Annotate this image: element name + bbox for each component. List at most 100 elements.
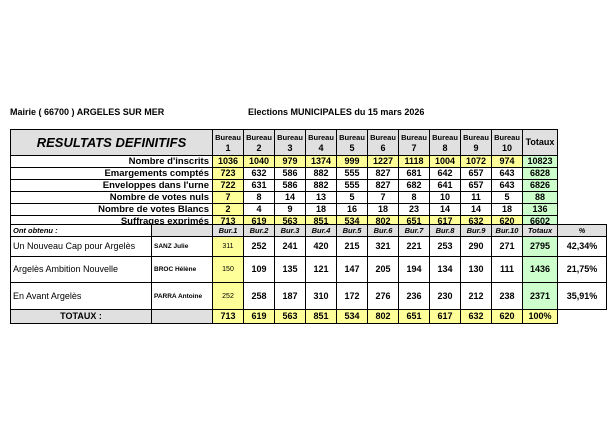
cell-value: 1227 xyxy=(367,155,399,168)
cell-value: 7 xyxy=(367,191,399,204)
vote-count: 111 xyxy=(491,256,523,283)
list-row: Argelès Ambition Nouvelle BROC Hélène 150 1… xyxy=(10,256,607,283)
list-percent: 21,75% xyxy=(557,256,607,283)
cell-value: 643 xyxy=(491,179,523,192)
row-label: Emargements comptés xyxy=(10,167,213,180)
bureau-header: Bureau 2 xyxy=(243,129,275,156)
totaux-value: 851 xyxy=(305,309,337,324)
cell-value: 632 xyxy=(243,167,275,180)
cell-value: 14 xyxy=(460,203,492,216)
cell-value: 1374 xyxy=(305,155,337,168)
candidate-name: BROC Hélène xyxy=(151,256,213,283)
totaux-value: 617 xyxy=(429,309,461,324)
totals-header: Totaux xyxy=(522,224,558,237)
bureau-label: Bureau xyxy=(277,132,303,142)
cell-value: 643 xyxy=(491,167,523,180)
row-label: Enveloppes dans l'urne xyxy=(10,179,213,192)
list-percent: 35,91% xyxy=(557,282,607,310)
bureau-header: Bureau 10 xyxy=(491,129,523,156)
cell-value: 18 xyxy=(367,203,399,216)
row-total: 136 xyxy=(522,203,558,216)
cell-value: 11 xyxy=(460,191,492,204)
party-name: Un Nouveau Cap pour Argelès xyxy=(10,236,152,257)
totaux-value: 563 xyxy=(274,309,306,324)
totaux-value: 651 xyxy=(398,309,430,324)
vote-count: 236 xyxy=(398,282,430,310)
bureau-number: 8 xyxy=(442,142,448,153)
vote-count: 130 xyxy=(460,256,492,283)
cell-value: 999 xyxy=(336,155,368,168)
results-title: RESULTATS DEFINITIFS xyxy=(10,129,213,156)
bureau-label: Bureau xyxy=(246,132,272,142)
vote-count: 258 xyxy=(243,282,275,310)
bureau-number: 7 xyxy=(411,142,417,153)
vote-count: 230 xyxy=(429,282,461,310)
bureau-header: Bureau 5 xyxy=(336,129,368,156)
cell-value: 5 xyxy=(491,191,523,204)
cell-value: 882 xyxy=(305,179,337,192)
cell-value: 16 xyxy=(336,203,368,216)
list-total: 2795 xyxy=(522,236,558,257)
bureau-col-header: Bur.9 xyxy=(460,224,492,237)
cell-value: 18 xyxy=(305,203,337,216)
cell-value: 555 xyxy=(336,167,368,180)
cell-value: 1036 xyxy=(212,155,244,168)
cell-value: 586 xyxy=(274,179,306,192)
bureau-number: 5 xyxy=(349,142,355,153)
bureau-col-header: Bur.2 xyxy=(243,224,275,237)
table-row: Nombre d'inscrits 1036 1040 979 1374 999 1227 1… xyxy=(10,155,558,168)
percent-header: % xyxy=(557,224,607,237)
bureau-col-header: Bur.1 xyxy=(212,224,244,237)
bureau-number: 2 xyxy=(256,142,262,153)
bureau-header: Bureau 8 xyxy=(429,129,461,156)
cell-value: 657 xyxy=(460,167,492,180)
totaux-total: 100% xyxy=(522,309,558,324)
bureau-label: Bureau xyxy=(463,132,489,142)
vote-count: 310 xyxy=(305,282,337,310)
cell-value: 14 xyxy=(274,191,306,204)
cell-value: 682 xyxy=(398,179,430,192)
bureau-col-header: Bur.5 xyxy=(336,224,368,237)
cell-value: 9 xyxy=(274,203,306,216)
vote-count: 121 xyxy=(305,256,337,283)
cell-value: 18 xyxy=(491,203,523,216)
vote-count: 241 xyxy=(274,236,306,257)
vote-count: 212 xyxy=(460,282,492,310)
row-label: Nombre d'inscrits xyxy=(10,155,213,168)
vote-count: 252 xyxy=(212,282,244,310)
vote-count: 150 xyxy=(212,256,244,283)
bureau-label: Bureau xyxy=(370,132,396,142)
cell-value: 979 xyxy=(274,155,306,168)
bureau-number: 6 xyxy=(380,142,386,153)
bureau-col-header: Bur.4 xyxy=(305,224,337,237)
bureau-header: Bureau 3 xyxy=(274,129,306,156)
totaux-value: 619 xyxy=(243,309,275,324)
vote-count: 252 xyxy=(243,236,275,257)
table-row: Emargements comptés 723 632 586 882 555 827 681… xyxy=(10,167,558,180)
cell-value: 10 xyxy=(429,191,461,204)
vote-count: 290 xyxy=(460,236,492,257)
cell-value: 1040 xyxy=(243,155,275,168)
vote-count: 134 xyxy=(429,256,461,283)
cell-value: 974 xyxy=(491,155,523,168)
totaux-value: 620 xyxy=(491,309,523,324)
cell-value: 13 xyxy=(305,191,337,204)
table-row: Enveloppes dans l'urne 722 631 586 882 555 827… xyxy=(10,179,558,192)
list-row: Un Nouveau Cap pour Argelès SANZ Julie 311… xyxy=(10,236,607,257)
totaux-label: TOTAUX : xyxy=(10,309,152,324)
row-total: 6826 xyxy=(522,179,558,192)
bureau-label: Bureau xyxy=(494,132,520,142)
row-total: 6828 xyxy=(522,167,558,180)
bureau-col-header: Bur.6 xyxy=(367,224,399,237)
vote-count: 135 xyxy=(274,256,306,283)
list-total: 2371 xyxy=(522,282,558,310)
bureau-number: 1 xyxy=(225,142,231,153)
summary-table: RESULTATS DEFINITIFS Bureau 1 Bureau 2 Bureau… xyxy=(10,129,558,228)
bureau-header: Bureau 7 xyxy=(398,129,430,156)
row-label: Nombre de votes nuls xyxy=(10,191,213,204)
vote-count: 172 xyxy=(336,282,368,310)
vote-count: 420 xyxy=(305,236,337,257)
cell-value: 681 xyxy=(398,167,430,180)
bureau-col-header: Bur.7 xyxy=(398,224,430,237)
cell-value: 555 xyxy=(336,179,368,192)
